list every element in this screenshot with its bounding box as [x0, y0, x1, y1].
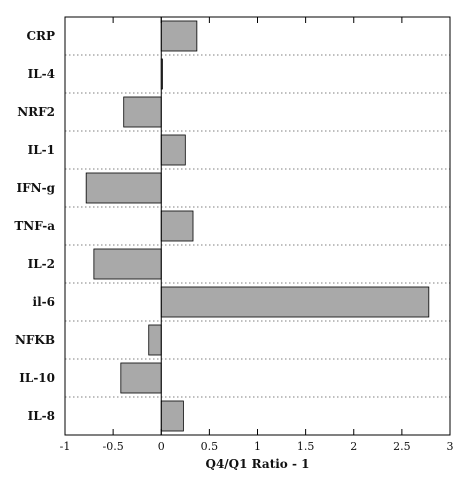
bars — [85, 20, 430, 432]
bar-tnf-a — [160, 210, 194, 242]
x-tick-label: 1 — [254, 440, 261, 453]
x-axis-title: Q4/Q1 Ratio - 1 — [206, 457, 310, 471]
x-tick-label: 0 — [158, 440, 165, 453]
x-tick-labels: -1 -0.5 0 0.5 1 1.5 2 2.5 3 — [60, 440, 454, 453]
category-label: NRF2 — [17, 105, 55, 119]
x-tick-label: 0.5 — [201, 440, 219, 453]
x-tick-label: 3 — [447, 440, 454, 453]
category-label: TNF-a — [14, 219, 55, 233]
category-label: IL-1 — [28, 143, 55, 157]
bar-nfkb — [148, 324, 162, 356]
category-label: il-6 — [33, 295, 55, 309]
x-tick-label: -1 — [60, 440, 71, 453]
category-label: IL-2 — [28, 257, 55, 271]
bar-il-2 — [93, 248, 162, 280]
category-separators — [65, 54, 450, 398]
category-label: IL-8 — [28, 409, 55, 423]
category-label: IL-4 — [28, 67, 55, 81]
bar-crp — [160, 20, 198, 52]
category-label: NFKB — [15, 333, 55, 347]
category-labels: CRP IL-4 NRF2 IL-1 IFN-g TNF-a IL-2 il-6 NFKB IL-… — [14, 29, 55, 423]
bar-nrf2 — [123, 96, 162, 128]
category-label: IFN-g — [17, 181, 56, 195]
x-tick-label: 2 — [350, 440, 357, 453]
x-tick-label: 2.5 — [393, 440, 411, 453]
x-tick-label: 1.5 — [297, 440, 315, 453]
category-label: IL-10 — [19, 371, 55, 385]
bar-il-8 — [160, 400, 184, 432]
x-tick-label: -0.5 — [103, 440, 124, 453]
bar-ifn-g — [85, 172, 162, 204]
x-ticks — [64, 17, 451, 435]
bar-il-10 — [120, 362, 162, 394]
bar-il-1 — [160, 134, 186, 166]
bar-il-6 — [160, 286, 430, 318]
category-label: CRP — [26, 29, 55, 43]
